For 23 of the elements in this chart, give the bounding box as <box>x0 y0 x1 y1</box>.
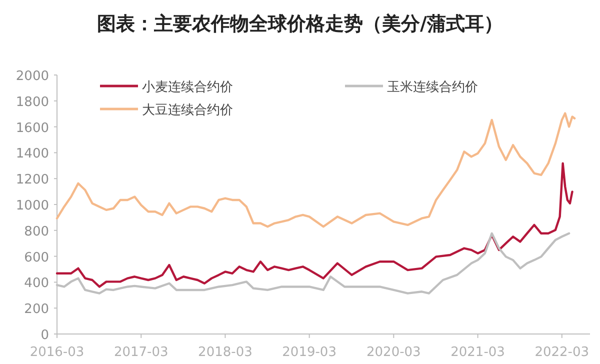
y-tick-label: 600 <box>24 250 49 266</box>
x-tick-label: 2017-03 <box>114 345 168 360</box>
y-tick-label: 800 <box>24 224 49 240</box>
y-tick-label: 1800 <box>16 94 49 110</box>
y-tick-label: 400 <box>24 276 49 292</box>
y-tick-label: 2000 <box>16 69 49 84</box>
legend-label: 大豆连续合约价 <box>142 103 233 118</box>
chart-title: 图表：主要农作物全球价格走势（美分/蒲式耳） <box>97 13 503 35</box>
legend-label: 玉米连续合约价 <box>387 80 478 95</box>
x-tick-label: 2021-03 <box>450 345 505 360</box>
legend-label: 小麦连续合约价 <box>142 80 233 95</box>
y-tick-label: 1000 <box>16 198 49 214</box>
y-tick-label: 1200 <box>16 172 49 188</box>
y-tick-label: 1600 <box>16 120 49 136</box>
x-tick-label: 2022-03 <box>534 345 590 360</box>
y-tick-label: 0 <box>40 328 49 343</box>
line-series <box>56 162 574 288</box>
y-tick-label: 1400 <box>16 146 49 162</box>
y-tick-label: 200 <box>24 302 49 318</box>
x-tick-label: 2018-03 <box>198 345 252 360</box>
x-tick-label: 2020-03 <box>366 345 421 360</box>
x-tick-label: 2016-03 <box>30 345 84 360</box>
x-tick-label: 2019-03 <box>282 345 336 360</box>
